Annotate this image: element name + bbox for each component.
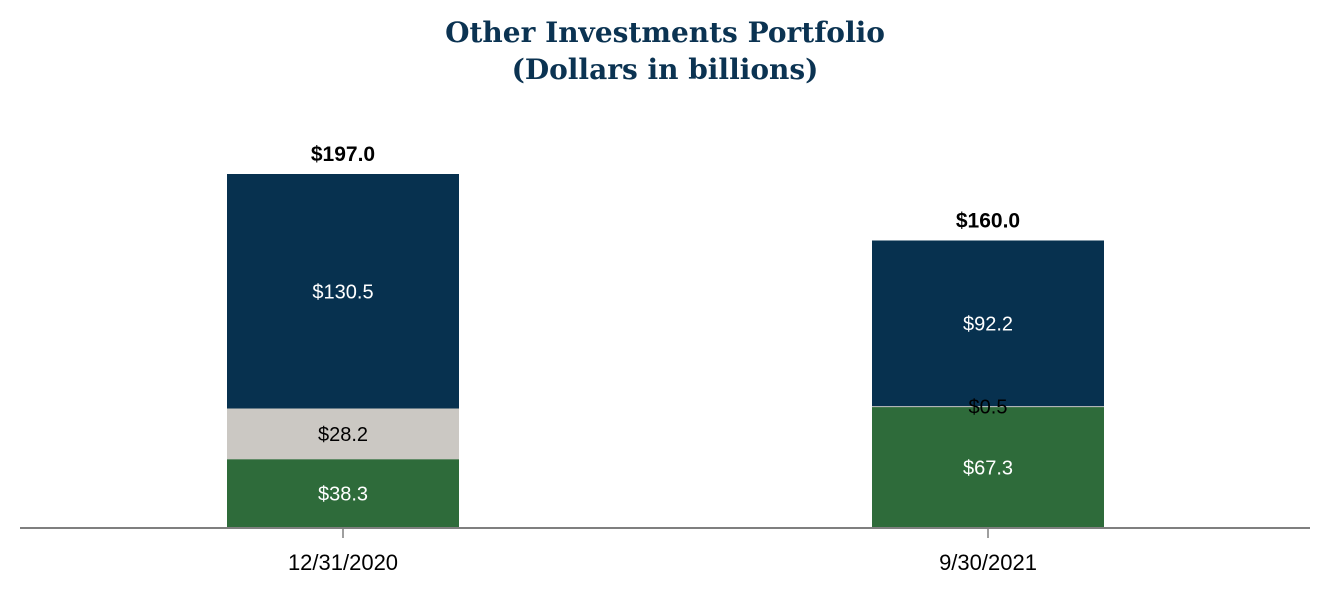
bar-segment [872,406,1104,408]
bar-segment [227,459,459,528]
data-label: $0.5 [969,397,1008,419]
total-label: $197.0 [311,143,375,166]
x-tick-label: 12/31/2020 [288,550,398,575]
total-label: $160.0 [956,209,1020,232]
data-label: $92.2 [963,313,1013,335]
chart-title: Other Investments Portfolio [445,16,885,49]
data-label: $130.5 [312,281,373,303]
data-label: $38.3 [318,484,368,506]
chart-title-block: Other Investments Portfolio (Dollars in … [0,14,1330,88]
bar-segment [872,407,1104,528]
x-tick-label: 9/30/2021 [939,550,1037,575]
bar-segment [227,408,459,460]
bar-segment [872,240,1104,407]
data-label: $67.3 [963,458,1013,480]
bar-segment [227,174,459,409]
chart-subtitle: (Dollars in billions) [511,53,819,86]
data-label: $28.2 [318,424,368,446]
